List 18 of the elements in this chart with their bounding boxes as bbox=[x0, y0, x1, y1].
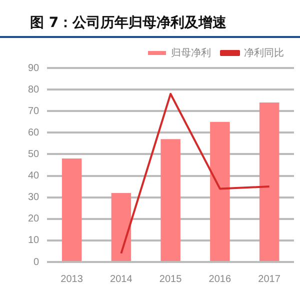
legend-label: 归母净利 bbox=[171, 46, 211, 59]
y-tick-label: 50 bbox=[28, 148, 40, 160]
y-tick-label: 70 bbox=[28, 106, 40, 117]
y-tick-label: 60 bbox=[28, 127, 40, 138]
y-tick-label: 30 bbox=[28, 192, 40, 204]
x-tick-label: 2016 bbox=[208, 274, 232, 285]
y-tick-label: 90 bbox=[28, 62, 40, 74]
x-tick-label: 2017 bbox=[258, 274, 281, 285]
x-tick-label: 2015 bbox=[159, 274, 182, 285]
x-tick-label: 2013 bbox=[60, 274, 84, 285]
y-tick-label: 0 bbox=[34, 256, 40, 268]
chart-title: 图 7：公司历年归母净利及增速 bbox=[0, 0, 300, 38]
legend-label: 净利同比 bbox=[244, 46, 284, 59]
y-tick-label: 20 bbox=[28, 214, 40, 225]
y-tick-label: 40 bbox=[28, 170, 40, 182]
y-tick-label: 10 bbox=[28, 235, 40, 246]
x-tick-label: 2014 bbox=[110, 274, 133, 285]
y-tick-label: 80 bbox=[28, 84, 40, 96]
